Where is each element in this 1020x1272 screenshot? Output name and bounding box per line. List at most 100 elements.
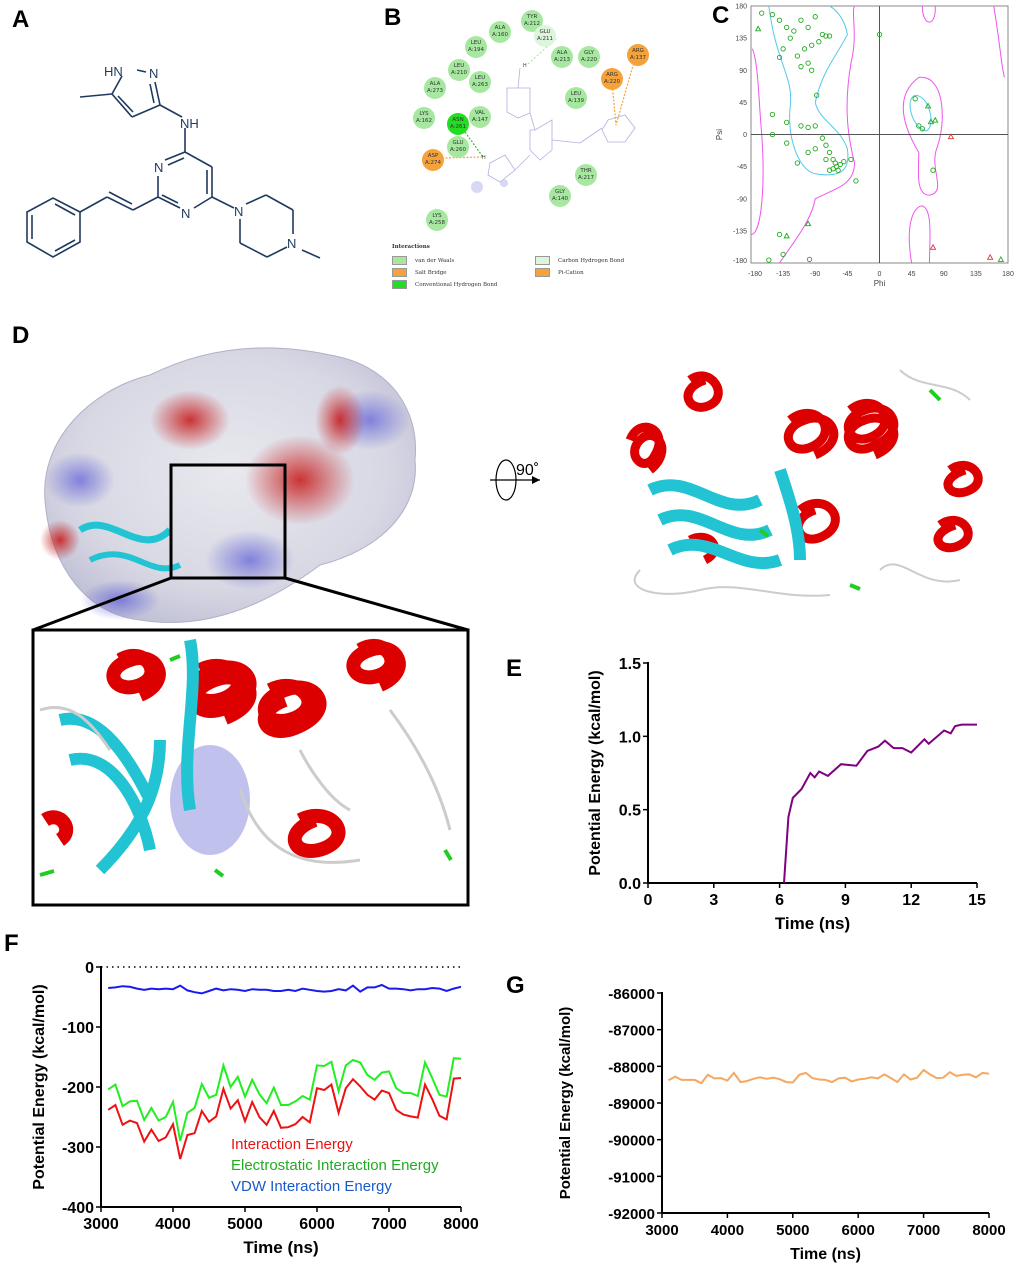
data-point (912, 96, 918, 102)
y-tick-label: 1.0 (619, 729, 641, 746)
legend-swatch (535, 268, 550, 277)
data-point (997, 256, 1005, 262)
y-axis-label: Psi (715, 129, 724, 140)
allowed-contour (902, 76, 943, 196)
atom-label: N (181, 206, 190, 221)
data-point (759, 10, 765, 16)
legend-label: van der Waals (415, 258, 455, 264)
molecule-structure: HN N NH N N N N (26, 64, 321, 259)
y-tick-label: -100 (62, 1020, 94, 1037)
data-point (784, 24, 790, 31)
hydrogen-label: H (523, 63, 527, 69)
y-tick-label: 1.5 (619, 656, 641, 673)
y-tick-label: 90 (739, 68, 747, 75)
data-point (787, 35, 793, 41)
y-axis-label: Potential Energy (kcal/mol) (31, 984, 48, 1189)
panel-label-d: D (12, 322, 30, 349)
atom-label: NH (180, 116, 199, 131)
y-tick-label: 0 (743, 132, 747, 139)
data-point (814, 92, 820, 98)
ramachandran-plot: -180 -135 -90 -45 0 45 90 135 180 -180 -135 -90 -45 0… (715, 4, 1014, 289)
x-tick-label: 5000 (776, 1222, 809, 1239)
interactions-legend-title: Interactions (392, 244, 430, 250)
y-tick-label: 0 (85, 960, 94, 977)
data-point (794, 53, 801, 59)
data-point (780, 251, 786, 258)
data-point (804, 220, 812, 227)
x-tick-label: 180 (1002, 271, 1014, 278)
data-point (826, 33, 833, 39)
y-tick-label: -180 (733, 258, 747, 265)
x-tick-label: 0 (878, 271, 882, 278)
legend-item: van der Waals (392, 256, 454, 265)
data-point (812, 146, 818, 152)
data-point (929, 243, 937, 250)
data-point (798, 17, 804, 23)
data-point (776, 54, 783, 61)
x-tick-label: -45 (842, 271, 852, 278)
data-point (927, 118, 935, 125)
x-axis-label: Time (ns) (775, 914, 850, 933)
y-axis-label: Potential Energy (kcal/mol) (587, 670, 604, 875)
data-point (769, 111, 776, 118)
data-point (947, 133, 955, 140)
chart-f: 3000 4000 5000 6000 7000 8000 -400 -300 -200 -100… (31, 960, 479, 1257)
residue-node: LYS A:258 (426, 209, 448, 231)
panel-label-a: A (12, 6, 30, 33)
panel-label-f: F (4, 930, 19, 957)
y-tick-label: 0.0 (619, 876, 641, 893)
y-tick-label: -89000 (608, 1096, 655, 1113)
y-tick-label: -135 (733, 228, 747, 235)
atom-label: N (154, 160, 163, 175)
x-tick-label: 4000 (711, 1222, 744, 1239)
data-point (806, 256, 813, 263)
residue-node: GLU A:211 (534, 25, 556, 47)
data-point (823, 156, 829, 163)
x-tick-label: -180 (748, 271, 762, 278)
data-point (809, 67, 815, 73)
residue-node: LEU A:263 (469, 71, 491, 93)
x-tick-label: -90 (810, 271, 820, 278)
data-point (809, 42, 815, 48)
interaction-diagram: H H TYR A:212 ALA A:160 GLU A:211 LEU A:194… (380, 0, 680, 290)
residue-node: ASP A:274 (422, 149, 444, 171)
y-tick-label: -300 (62, 1140, 94, 1157)
panel-label-b: B (384, 4, 402, 31)
legend-swatch (535, 256, 550, 265)
rotation-label: 90˚ (516, 462, 539, 479)
residue-node: ASN A:261 (447, 113, 469, 135)
data-point (876, 31, 883, 38)
data-point (798, 64, 804, 70)
panel-label-c: C (712, 2, 730, 29)
x-tick-label: 3 (709, 892, 718, 909)
data-point (919, 126, 925, 132)
data-point (986, 253, 994, 260)
atom-label: N (149, 66, 158, 81)
core-contour (909, 94, 932, 132)
rotation-icon: 90˚ (490, 459, 540, 501)
panel-label-e: E (506, 655, 523, 682)
y-tick-label: -86000 (608, 986, 655, 1003)
panel-label-g: G (506, 972, 525, 999)
x-tick-label: 7000 (907, 1222, 940, 1239)
x-axis-label: Time (ns) (243, 1238, 318, 1257)
data-point (805, 60, 811, 66)
y-tick-label: -200 (62, 1080, 94, 1097)
legend-label: Interaction Energy (231, 1136, 353, 1153)
legend-label: Salt Bridge (415, 270, 447, 276)
x-tick-label: 8000 (972, 1222, 1005, 1239)
surface-view (40, 347, 417, 623)
residue-node: ARG A:220 (601, 68, 623, 90)
x-tick-label: -135 (776, 271, 790, 278)
data-point (769, 11, 776, 18)
atom-label: HN (104, 64, 123, 79)
hydrogen-label: H (482, 155, 486, 161)
legend-item: Salt Bridge (392, 268, 447, 277)
data-point (754, 25, 762, 32)
x-tick-label: 9 (841, 892, 850, 909)
residue-node: LYS A:162 (413, 107, 435, 129)
atom-label: N (234, 204, 243, 219)
y-axis-label: Potential Energy (kcal/mol) (557, 1007, 574, 1200)
data-point (848, 156, 854, 163)
x-tick-label: 6 (775, 892, 784, 909)
